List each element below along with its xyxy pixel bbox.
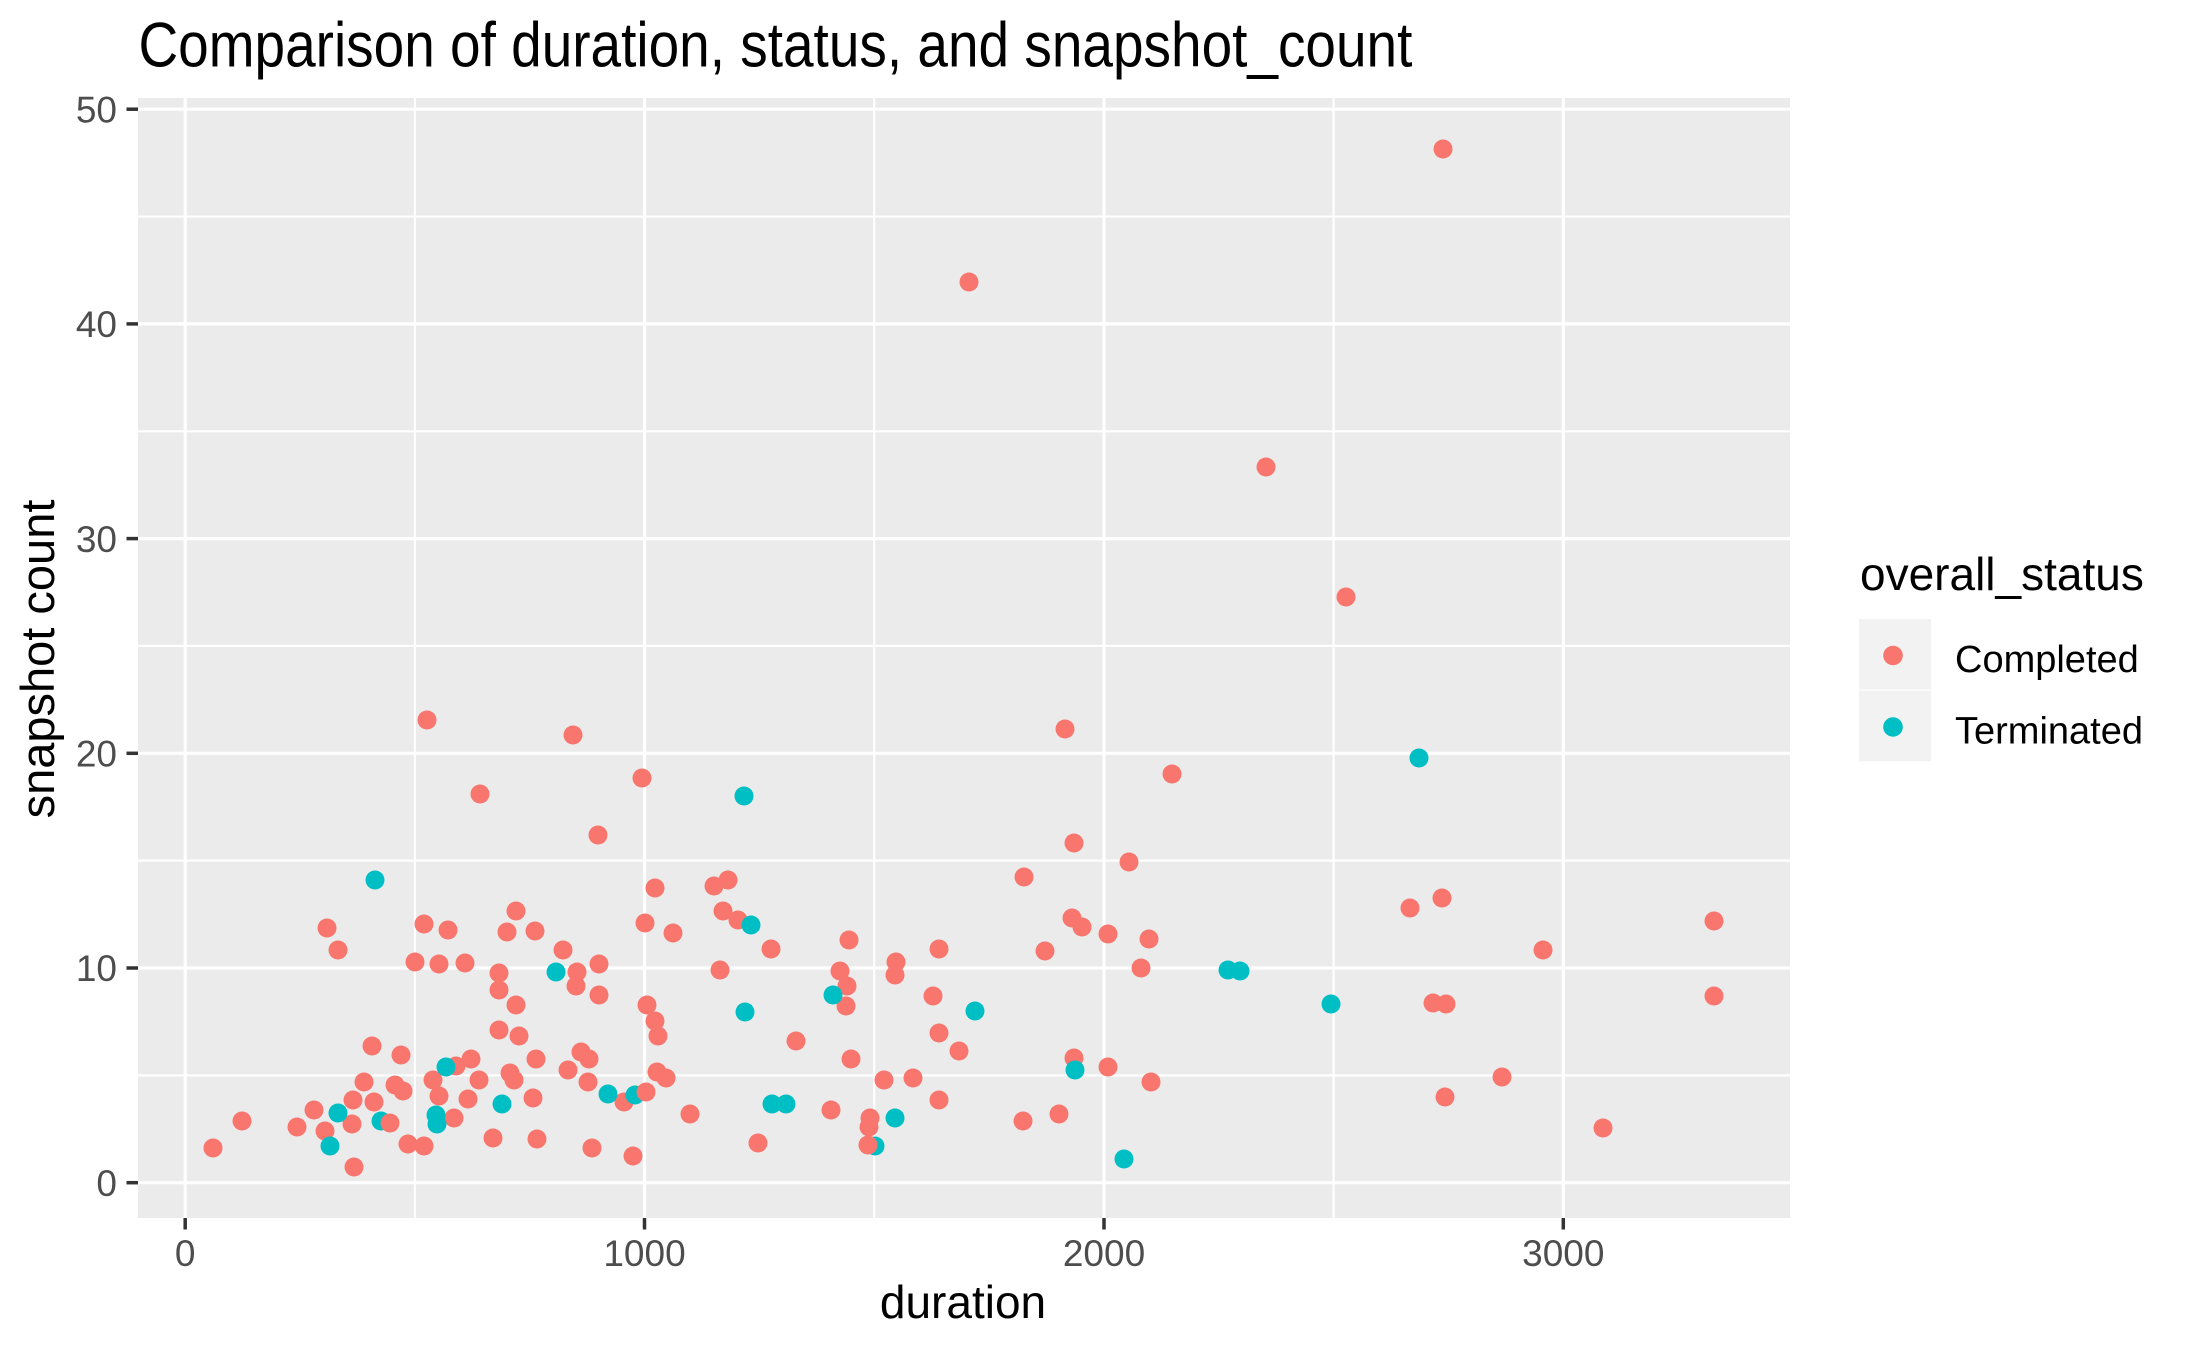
svg-text:2000: 2000 xyxy=(1063,1233,1145,1274)
svg-text:10: 10 xyxy=(76,948,117,989)
svg-text:0: 0 xyxy=(175,1233,196,1274)
svg-text:1000: 1000 xyxy=(603,1233,685,1274)
svg-text:3000: 3000 xyxy=(1522,1233,1604,1274)
svg-text:40: 40 xyxy=(76,304,117,345)
svg-text:Completed: Completed xyxy=(1955,639,2139,681)
svg-text:0: 0 xyxy=(96,1163,117,1204)
svg-text:Comparison of duration, status: Comparison of duration, status, and snap… xyxy=(139,9,1413,80)
svg-text:30: 30 xyxy=(76,519,117,560)
svg-text:overall_status: overall_status xyxy=(1860,548,2144,600)
svg-text:50: 50 xyxy=(76,89,117,130)
svg-text:Terminated: Terminated xyxy=(1955,711,2143,753)
svg-text:duration: duration xyxy=(880,1276,1046,1328)
svg-text:snapshot count: snapshot count xyxy=(11,500,64,819)
svg-text:20: 20 xyxy=(76,734,117,775)
